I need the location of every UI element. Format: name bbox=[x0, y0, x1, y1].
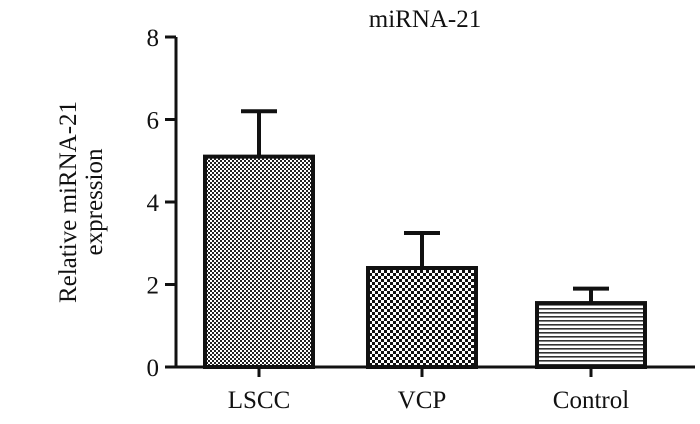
bar-lscc bbox=[203, 154, 315, 369]
y-tick-label: 4 bbox=[147, 190, 160, 217]
y-axis-label-line-1: Relative miRNA-21 bbox=[55, 101, 82, 303]
x-tick-label-lscc: LSCC bbox=[228, 387, 291, 414]
y-axis-label-line-2: expression bbox=[81, 148, 108, 255]
y-tick-label: 8 bbox=[147, 25, 160, 52]
y-axis-label: Relative miRNA-21 expression bbox=[55, 101, 108, 303]
x-tick-label-vcp: VCP bbox=[398, 387, 447, 414]
y-tick-label: 2 bbox=[147, 273, 160, 300]
y-tick-label: 6 bbox=[147, 108, 160, 135]
bar-vcp bbox=[366, 266, 478, 369]
chart-title: miRNA-21 bbox=[369, 6, 482, 33]
x-tick-label-control: Control bbox=[553, 387, 629, 414]
y-tick-label: 0 bbox=[147, 355, 160, 382]
plot-area: 0 2 4 6 8 LSCC VCP Control bbox=[147, 25, 695, 414]
bar-control bbox=[535, 301, 647, 369]
